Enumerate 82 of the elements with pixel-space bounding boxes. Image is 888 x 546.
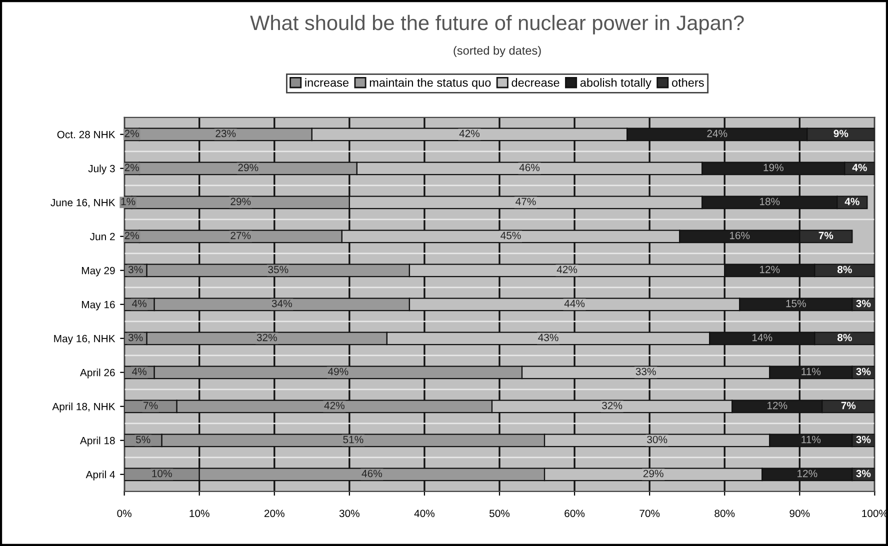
data-label: 18% [760,198,780,206]
data-label: 42% [459,130,480,138]
data-label: 43% [538,334,558,342]
data-label: 29% [643,470,664,478]
legend-label: abolish totally [580,78,652,90]
data-label: 2% [124,164,139,172]
legend-label: increase [305,78,349,87]
data-label: 29% [230,198,251,206]
y-tick-label: July 3 [88,164,115,174]
data-label: 29% [238,164,258,172]
data-label: 3% [856,470,871,478]
data-label: 7% [818,232,834,240]
x-tick-label: 70% [640,510,660,518]
data-label: 2% [124,232,139,240]
data-label: 46% [519,164,540,172]
data-label: 12% [798,470,818,478]
x-tick-label: 40% [414,510,435,518]
data-label: 30% [647,436,668,444]
data-label: 32% [602,402,622,410]
data-label: 23% [216,130,236,138]
data-label: 27% [230,232,251,240]
data-label: 7% [144,402,158,410]
legend-label: decrease [512,78,560,87]
data-label: 15% [786,300,806,308]
data-label: 10% [152,470,172,478]
y-tick-label: May 16, NHK [54,334,116,344]
y-tick-label: May 29 [82,266,115,276]
x-tick-label: 50% [489,510,510,518]
x-tick-label: 80% [714,510,735,518]
data-label: 42% [556,266,578,274]
data-label: 16% [730,232,750,240]
x-tick-label: 60% [564,510,585,518]
data-label: 33% [636,368,656,376]
data-label: 8% [837,334,852,342]
data-label: 34% [272,300,292,308]
y-tick-label: June 16, NHK [50,198,116,208]
y-tick-label: Oct. 28 NHK [57,130,116,138]
data-label: 8% [837,266,852,274]
data-label: 14% [752,334,772,342]
x-tick-label: 30% [339,510,360,518]
data-label: 4% [844,198,860,206]
data-label: 32% [256,334,277,342]
data-label: 3% [856,436,871,444]
data-label: 9% [834,130,848,138]
y-tick-label: April 4 [86,470,115,480]
legend-label: maintain the status quo [370,78,491,90]
data-label: 3% [856,368,871,376]
y-tick-label: April 26 [80,368,115,378]
y-tick-label: May 16 [82,300,115,310]
data-label: 11% [802,368,821,376]
data-label: 7% [841,402,856,410]
y-tick-label: April 18, NHK [52,402,116,412]
data-label: 4% [132,300,146,308]
x-tick-label: 0% [117,510,132,518]
x-tick-label: 90% [790,510,810,518]
data-label: 47% [516,198,536,206]
data-label: 42% [324,402,344,410]
data-label: 11% [802,436,821,444]
chart-title: What should be the future of nuclear power in Japan? [250,14,744,34]
data-label: 46% [362,470,382,478]
legend-label: others [672,78,704,87]
data-label: 12% [768,402,788,410]
data-label: 2% [124,130,139,138]
x-tick-label: 10% [190,510,210,518]
data-label: 49% [328,368,348,376]
data-label: 12% [760,266,780,274]
data-label: 19% [764,164,784,172]
y-tick-label: April 18 [80,436,115,446]
data-label: 3% [128,266,143,274]
data-label: 24% [707,130,728,138]
data-label: 3% [128,334,143,342]
data-label: 4% [132,368,146,376]
data-label: 45% [500,232,521,240]
data-label: 3% [856,300,871,308]
y-tick-label: Jun 2 [90,232,115,240]
data-label: 35% [268,266,288,274]
data-label: 51% [343,436,364,444]
data-label: 4% [852,164,867,172]
data-label: 5% [136,436,150,444]
data-label: 44% [564,300,585,308]
x-tick-label: 20% [264,510,284,518]
chart-subtitle: (sorted by dates) [454,46,541,58]
